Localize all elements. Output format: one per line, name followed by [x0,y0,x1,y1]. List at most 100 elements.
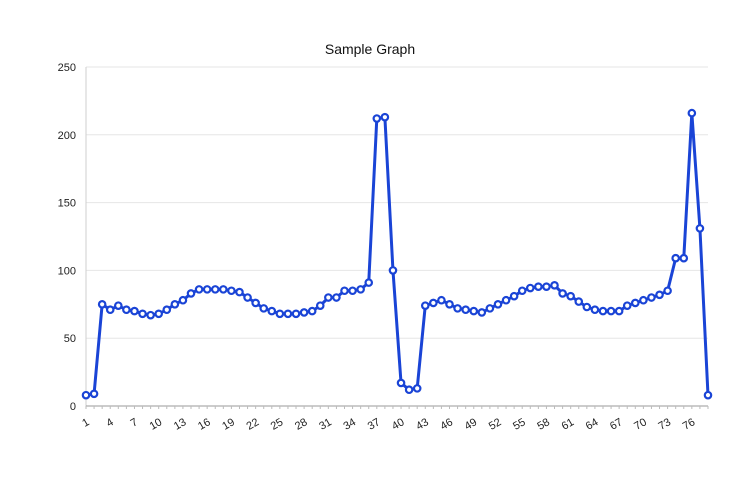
data-point [114,301,123,310]
data-point [598,306,608,316]
data-point [340,286,349,296]
data-point [453,304,462,313]
data-point [380,112,390,122]
data-point [105,305,115,315]
x-tick-label: 22 [245,416,262,433]
data-point [655,290,664,300]
data-point [186,289,196,298]
x-tick-label: 31 [317,416,334,433]
data-point [138,309,147,319]
y-tick-label: 250 [58,62,76,74]
axes [85,67,709,409]
x-tick-label: 1 [80,416,91,429]
x-tick-label: 7 [129,416,140,429]
data-point [517,286,527,296]
data-point [283,309,293,319]
x-tick-labels: 1 4 7 10 13 16 19 22 25 28 31 34 37 40 43 46 49 52 55 58 61 6… [80,416,697,433]
data-point [154,309,164,319]
x-tick-label: 19 [220,416,237,433]
data-point [202,285,212,294]
data-point [162,305,172,315]
data-point [647,293,656,302]
x-tick-label: 67 [608,416,625,433]
data-point [485,304,495,313]
data-point [469,306,479,316]
data-point [356,285,365,294]
x-tick-label: 28 [293,416,310,433]
data-point [622,301,632,310]
y-tick-label: 200 [58,130,76,142]
x-tick-label: 76 [681,416,698,433]
data-point [639,295,648,305]
data-point [243,293,252,302]
data-point [89,389,99,399]
data-point [582,302,592,312]
data-point [574,297,584,306]
series-line [85,111,710,397]
data-point [178,295,188,305]
x-tick-label: 58 [535,416,552,433]
data-point [219,285,228,294]
y-tick-label: 50 [64,333,76,345]
x-tick-label: 37 [366,416,383,433]
x-tick-label: 34 [341,416,358,433]
data-point [445,299,454,309]
data-point [227,286,236,296]
data-point [412,384,422,393]
data-point [291,309,301,319]
chart-title: Sample Graph [325,41,415,57]
x-tick-label: 40 [390,416,407,433]
x-tick-label: 13 [172,416,189,433]
x-tick-label: 73 [657,416,674,433]
data-point [122,305,131,315]
data-point [630,298,640,308]
data-point [194,285,204,294]
data-point [493,299,503,309]
data-point [542,282,551,291]
data-point [566,291,575,301]
data-point [404,385,414,395]
x-tick-label: 46 [438,416,455,433]
data-point [146,310,155,320]
y-tick-labels: 0 50 100 150 200 250 [58,62,76,413]
data-point [550,281,559,290]
data-point [130,306,139,316]
data-point [210,285,220,294]
data-point [307,306,317,316]
data-point [534,282,543,291]
data-point [703,390,713,400]
data-point [437,295,446,305]
data-point [364,278,374,287]
data-point [251,298,260,308]
data-point [477,308,487,317]
data-point [558,289,567,298]
data-points [81,108,713,400]
x-tick-label: 52 [487,416,504,433]
x-tick-label: 10 [148,416,165,433]
y-tick-label: 0 [70,401,76,413]
grid [86,66,708,339]
data-point [81,390,91,400]
data-point [97,299,107,309]
data-point [324,293,333,302]
data-point [671,253,680,263]
x-tick-label: 25 [269,416,286,433]
data-point [509,291,519,301]
data-point [267,306,277,316]
data-point [388,266,398,275]
data-point [679,253,689,263]
y-tick-label: 150 [58,198,76,210]
x-tick-label: 43 [414,416,431,433]
data-point [687,108,697,118]
data-point [525,283,535,293]
data-point [501,295,511,305]
data-point [348,286,357,296]
data-point [372,114,382,123]
data-point [606,306,616,316]
data-point [590,305,600,315]
data-point [461,305,470,315]
x-tick-label: 55 [511,416,528,433]
data-point [315,301,325,310]
